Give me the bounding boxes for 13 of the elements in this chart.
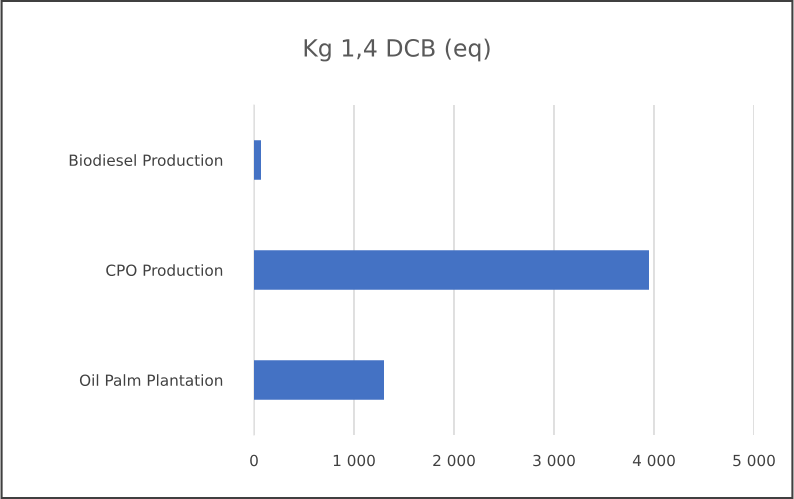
x-tick-label: 2 000: [433, 454, 475, 466]
bar: [254, 140, 261, 180]
x-tick-label: 3 000: [533, 454, 575, 466]
y-tick-label: Oil Palm Plantation: [80, 374, 222, 386]
y-tick-label: Biodiesel Production: [70, 154, 222, 166]
x-tick-label: 0: [250, 454, 258, 466]
x-tick-label: 4 000: [632, 454, 675, 466]
bar: [254, 250, 649, 290]
x-tick-label: 1 000: [334, 454, 375, 466]
x-tick-label: 5 000: [733, 454, 775, 466]
bar: [254, 360, 384, 400]
y-tick-label: CPO Production: [106, 264, 222, 276]
chart-title: Kg 1,4 DCB (eq): [304, 38, 490, 62]
